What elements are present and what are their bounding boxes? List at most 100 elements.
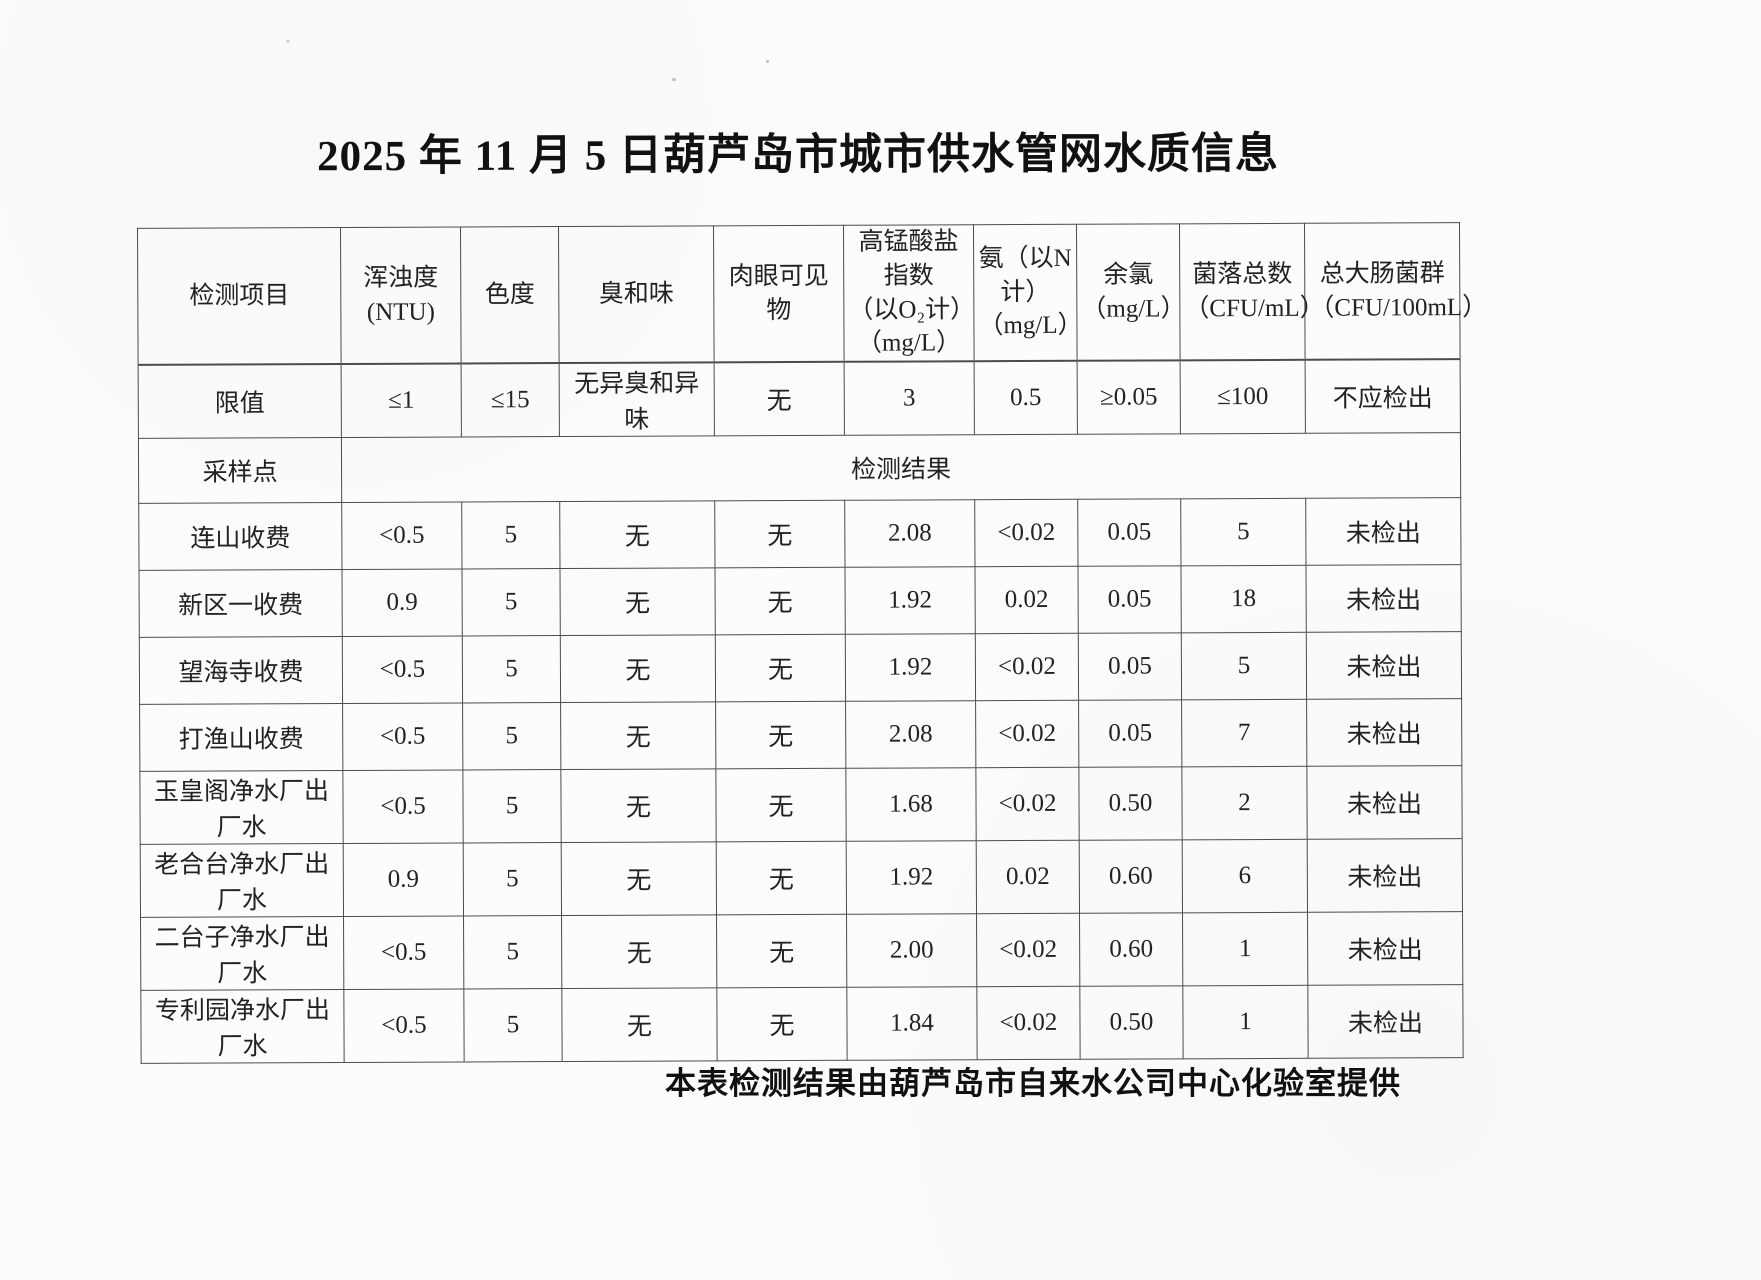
result-value-cell: 未检出 bbox=[1305, 497, 1461, 566]
result-value-cell: 5 bbox=[1180, 498, 1306, 566]
result-value-cell: 无 bbox=[561, 841, 717, 916]
sampling-point-cell: 老合台净水厂出厂水 bbox=[140, 843, 344, 918]
result-value-cell: <0.02 bbox=[975, 700, 1079, 768]
result-value-cell: 1.68 bbox=[845, 767, 977, 842]
result-value-cell: 0.05 bbox=[1077, 565, 1182, 634]
scan-speck bbox=[672, 78, 676, 81]
header-label: 浑浊度(NTU) bbox=[363, 264, 439, 326]
limit-value-cell: ≤1 bbox=[341, 363, 462, 438]
result-value-cell: <0.02 bbox=[974, 499, 1078, 567]
header-row: 检测项目 浑浊度(NTU) 色度 臭和味 肉眼可见物 高锰酸盐指数 （以O₂计） bbox=[137, 222, 1488, 365]
result-value-cell: 1.84 bbox=[846, 986, 978, 1061]
result-value-cell: 18 bbox=[1180, 565, 1307, 633]
scan-speck bbox=[766, 60, 769, 63]
header-label: （CFU/100mL） bbox=[1309, 293, 1488, 322]
column-header-item: 检测项目 bbox=[137, 227, 342, 365]
result-value-cell: 无 bbox=[561, 987, 718, 1062]
result-value-cell: 0.05 bbox=[1077, 498, 1181, 567]
footer-note: 本表检测结果由葫芦岛市自来水公司中心化验室提供 bbox=[665, 1066, 1401, 1101]
result-value-cell: <0.02 bbox=[976, 913, 1080, 987]
limit-value-cell: 不应检出 bbox=[1305, 359, 1461, 434]
header-label: 色度 bbox=[484, 280, 535, 308]
header-label: 总大肠菌群 bbox=[1319, 259, 1445, 288]
result-value-cell: <0.5 bbox=[343, 988, 465, 1063]
result-value-cell: 未检出 bbox=[1307, 838, 1463, 913]
results-merged-label: 检测结果 bbox=[341, 432, 1461, 503]
result-value-cell: 1 bbox=[1182, 912, 1308, 986]
header-label: （以O₂计） bbox=[848, 295, 976, 324]
result-value-cell: 1.92 bbox=[845, 633, 976, 702]
result-value-cell: <0.5 bbox=[342, 769, 464, 844]
result-value-cell: 5 bbox=[463, 915, 562, 989]
result-value-cell: 无 bbox=[560, 768, 717, 843]
table-row: 专利园净水厂出厂水 <0.5 5 无无 1.84 <0.02 0.50 1 未检出 bbox=[140, 984, 1464, 1064]
header-label: 菌落总数 bbox=[1192, 260, 1293, 289]
result-value-cell: 0.05 bbox=[1078, 632, 1182, 701]
result-value-cell: 无 bbox=[716, 841, 847, 915]
limit-value-cell: 3 bbox=[844, 361, 975, 436]
result-value-cell: <0.02 bbox=[975, 767, 1080, 841]
limit-value-cell: 无异臭和异味 bbox=[559, 362, 715, 437]
result-value-cell: <0.5 bbox=[342, 635, 463, 704]
result-value-cell: 1 bbox=[1182, 985, 1309, 1059]
result-value-cell: 无 bbox=[560, 634, 716, 703]
sampling-point-cell: 玉皇阁净水厂出厂水 bbox=[139, 770, 344, 845]
result-value-cell: 无 bbox=[716, 987, 848, 1061]
sampling-point-label: 采样点 bbox=[138, 437, 342, 504]
sampling-point-cell: 望海寺收费 bbox=[139, 636, 343, 705]
result-value-cell: 0.50 bbox=[1079, 985, 1184, 1060]
result-value-cell: 5 bbox=[463, 842, 562, 916]
result-value-cell: 未检出 bbox=[1307, 984, 1464, 1059]
table-row: 二台子净水厂出厂水 <0.5 5 无无 2.00 <0.02 0.60 1 未检出 bbox=[140, 911, 1463, 991]
result-value-cell: 无 bbox=[715, 768, 847, 842]
result-value-cell: 0.05 bbox=[1078, 699, 1182, 768]
result-value-cell: 0.02 bbox=[976, 840, 1080, 914]
header-label: 余氯 bbox=[1103, 261, 1154, 289]
result-value-cell: 无 bbox=[714, 567, 846, 635]
table-row: 望海寺收费 <0.5 5 无无 1.92 <0.02 0.05 5 未检出 bbox=[139, 631, 1462, 705]
column-header-odor: 臭和味 bbox=[558, 225, 715, 364]
result-value-cell: 0.9 bbox=[343, 842, 464, 917]
result-value-cell: 0.9 bbox=[341, 568, 463, 637]
result-value-cell: <0.5 bbox=[341, 501, 462, 570]
sampling-point-cell: 新区一收费 bbox=[139, 569, 343, 638]
result-value-cell: 2.08 bbox=[844, 499, 975, 568]
column-header-turbidity: 浑浊度(NTU) bbox=[340, 226, 462, 364]
sampling-point-header-row: 采样点 检测结果 bbox=[138, 432, 1461, 504]
column-header-coliforms: 总大肠菌群 （CFU/100mL） bbox=[1304, 222, 1488, 360]
result-value-cell: 无 bbox=[559, 567, 716, 636]
header-label: 氨（以N计） bbox=[978, 244, 1072, 306]
result-value-cell: 无 bbox=[714, 500, 845, 568]
result-value-cell: 5 bbox=[461, 501, 560, 569]
limit-row-label: 限值 bbox=[138, 363, 342, 439]
column-header-ammonia: 氨（以N计） （mg/L） bbox=[973, 224, 1083, 362]
header-label: （mg/L） bbox=[978, 312, 1083, 340]
sampling-point-cell: 专利园净水厂出厂水 bbox=[140, 989, 345, 1064]
result-value-cell: 5 bbox=[462, 702, 561, 770]
column-header-permanganate-index: 高锰酸盐指数 （以O₂计） （mg/L） bbox=[843, 224, 976, 362]
result-value-cell: <0.5 bbox=[343, 915, 464, 990]
header-label: （mg/L） bbox=[856, 329, 962, 357]
result-value-cell: 无 bbox=[560, 701, 716, 770]
result-value-cell: 2.08 bbox=[845, 700, 976, 769]
sampling-point-cell: 打渔山收费 bbox=[139, 703, 343, 772]
result-value-cell: 无 bbox=[561, 914, 717, 989]
header-label: 高锰酸盐指数 bbox=[858, 228, 959, 290]
result-value-cell: 2 bbox=[1181, 766, 1308, 840]
result-value-cell: <0.02 bbox=[975, 633, 1079, 701]
result-value-cell: 未检出 bbox=[1305, 564, 1462, 633]
page-title: 2025 年 11 月 5 日葫芦岛市城市供水管网水质信息 bbox=[316, 130, 1280, 181]
table-row: 老合台净水厂出厂水 0.9 5 无无 1.92 0.02 0.60 6 未检出 bbox=[140, 838, 1463, 918]
water-quality-table: 检测项目 浑浊度(NTU) 色度 臭和味 肉眼可见物 高锰酸盐指数 （以O₂计） bbox=[137, 222, 1488, 1064]
result-value-cell: <0.5 bbox=[342, 702, 463, 771]
result-value-cell: 无 bbox=[559, 500, 715, 569]
column-header-color: 色度 bbox=[460, 226, 560, 364]
sampling-point-cell: 二台子净水厂出厂水 bbox=[140, 916, 344, 991]
result-value-cell: 5 bbox=[1181, 632, 1307, 700]
scan-speck bbox=[1007, 1022, 1010, 1025]
result-value-cell: 未检出 bbox=[1306, 765, 1463, 840]
result-value-cell: 0.02 bbox=[974, 566, 1079, 634]
result-value-cell: 5 bbox=[462, 635, 561, 703]
result-value-cell: 5 bbox=[461, 568, 561, 636]
